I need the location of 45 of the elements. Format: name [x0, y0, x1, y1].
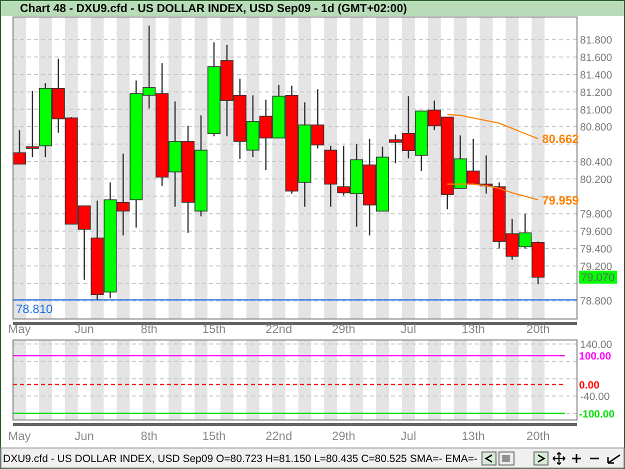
y-tick-label: 79.200: [580, 260, 612, 273]
x-tick-label: 29th: [332, 429, 356, 443]
x-tick-label: 29th: [332, 322, 356, 336]
x-tick-label: 15th: [202, 429, 226, 443]
y-tick-label: 79.800: [580, 208, 612, 221]
x-tick-label: May: [8, 322, 31, 336]
y-tick-label: 81.600: [580, 52, 612, 64]
x-tick-label: May: [8, 429, 31, 443]
line-series: [446, 114, 539, 140]
text: DXU9.cfd - US DOLLAR INDEX, USD Sep09 O=80.723 H=81.150 L=80.435 C=80.525 SMA=- EMA=-: [3, 453, 478, 465]
x-tick-label: 8th: [140, 429, 158, 443]
ref-line-label: 78.810: [16, 302, 54, 316]
x-tick-label: 22nd: [265, 322, 292, 336]
x-tick-label: 20th: [526, 429, 550, 443]
x-tick-label: 20th: [526, 322, 550, 336]
x-tick-label: Jun: [74, 429, 94, 443]
y-tick-label: 80.800: [580, 122, 612, 134]
x-tick-label: 13th: [462, 429, 485, 443]
ref-line-label: -100.00: [579, 408, 615, 420]
candlestick: [26, 90, 39, 158]
y-tick-label: 81.400: [580, 69, 612, 82]
y-tick-label: 81.200: [580, 86, 612, 99]
chart-title: Chart 48 - DXU9.cfd - US DOLLAR INDEX, USD Sep09 - 1d (GMT+02:00): [20, 3, 408, 15]
x-tick-label: 22nd: [265, 429, 292, 443]
y-tick-label: 81.000: [580, 104, 612, 116]
y-tick-label: 80.400: [580, 156, 612, 168]
y-tick-label: 81.800: [580, 34, 612, 47]
data-label: 80.662: [542, 132, 580, 146]
y-tick-label: 80.200: [580, 174, 612, 186]
ref-line-label: 100.00: [579, 350, 612, 363]
x-tick-label: 13th: [462, 322, 485, 336]
x-tick-label: Jul: [400, 322, 416, 336]
x-tick-label: Jun: [74, 322, 94, 336]
y-tick-label: 79.400: [580, 244, 612, 256]
y-tick-label: -40.00: [580, 391, 610, 404]
candlestick: [12, 129, 26, 165]
x-tick-label: 8th: [140, 322, 158, 336]
ref-line-label: 0.00: [579, 379, 600, 392]
x-tick-label: Jul: [400, 429, 416, 443]
data-label: 79.959: [542, 193, 580, 208]
x-tick-label: 15th: [202, 322, 226, 336]
text: 79.070: [581, 272, 615, 284]
y-tick-label: 79.600: [580, 226, 612, 238]
y-tick-label: 140.00: [580, 339, 612, 352]
y-tick-label: 78.800: [580, 296, 612, 308]
